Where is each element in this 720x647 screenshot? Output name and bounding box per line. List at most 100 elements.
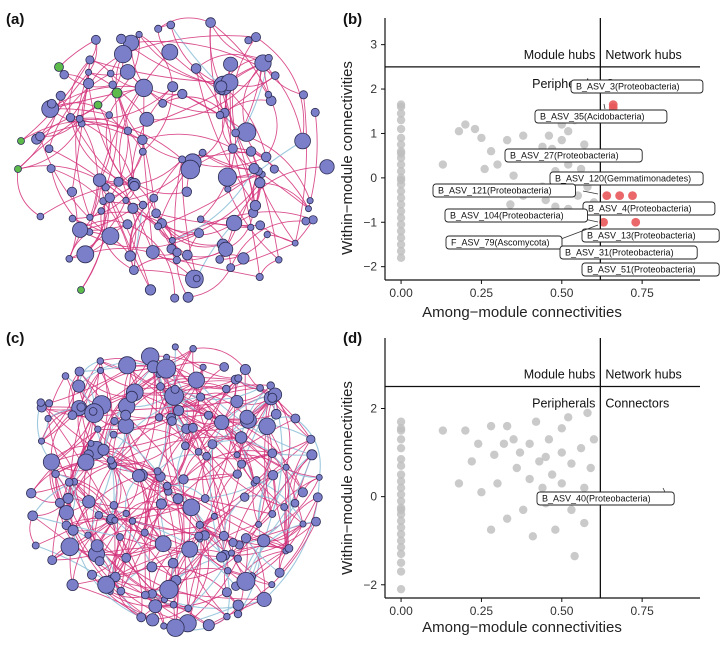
network-c-node bbox=[280, 503, 289, 511]
network-a-positive-edge bbox=[116, 34, 140, 94]
y-tick-label: 2 bbox=[370, 82, 377, 96]
network-a-node bbox=[85, 55, 95, 65]
network-a-node bbox=[301, 216, 311, 226]
network-a-node bbox=[215, 110, 225, 120]
callout-box bbox=[581, 228, 720, 243]
network-c-node bbox=[153, 467, 162, 476]
network-a-node bbox=[248, 162, 260, 174]
network-a-node bbox=[237, 252, 250, 265]
network-c-node bbox=[77, 453, 95, 471]
network-a-positive-edge bbox=[100, 210, 135, 271]
network-a-positive-edge bbox=[109, 197, 151, 291]
ticks-b: −2 −1 0 1 2 3 0.00 0.25 0.50 0.75 bbox=[363, 38, 654, 300]
network-a-positive-edge bbox=[262, 62, 304, 142]
callout-box bbox=[581, 262, 720, 277]
x-tick-label: 0.25 bbox=[470, 286, 494, 300]
network-a-node bbox=[305, 205, 312, 213]
y-tick-label: −2 bbox=[363, 578, 377, 592]
network-c-node bbox=[122, 509, 130, 518]
network-a-node bbox=[92, 173, 107, 187]
data-point bbox=[396, 213, 406, 223]
network-a-node bbox=[270, 71, 280, 80]
network-a-positive-edge bbox=[294, 94, 307, 244]
network-a-node bbox=[178, 155, 187, 164]
network-c-node bbox=[223, 612, 231, 621]
network-a-node-minor bbox=[14, 165, 22, 173]
callout-label: B_ASV_27(Proteobacteria) bbox=[504, 148, 643, 163]
network-c-node bbox=[67, 410, 78, 421]
network-c-node bbox=[284, 544, 294, 553]
callout-box bbox=[444, 208, 588, 223]
data-point bbox=[515, 448, 525, 457]
network-a-positive-edge bbox=[153, 198, 188, 256]
callout-text: B_ASV_40(Proteobacteria) bbox=[542, 494, 651, 504]
network-c-node bbox=[64, 477, 74, 487]
data-point bbox=[396, 124, 406, 134]
network-a-positive-edge bbox=[232, 63, 264, 149]
data-point bbox=[567, 505, 576, 515]
callout-text: B_ASV_3(Proteobacteria) bbox=[576, 82, 680, 92]
data-point bbox=[493, 479, 502, 488]
panel-label-b: (b) bbox=[343, 11, 362, 28]
network-c-node bbox=[96, 357, 104, 365]
network-c-negative-edge bbox=[239, 502, 296, 546]
network-c-node bbox=[299, 520, 307, 528]
network-a-node bbox=[192, 274, 201, 283]
network-a-positive-edge bbox=[130, 86, 174, 181]
network-c-node bbox=[136, 612, 147, 623]
network-c-positive-edge bbox=[177, 418, 296, 500]
data-point bbox=[564, 413, 573, 422]
callout-text: B_ASV_51(Proteobacteria) bbox=[587, 265, 696, 275]
network-a-positive-edge bbox=[79, 229, 200, 249]
x-tick-label: 0.25 bbox=[470, 604, 494, 618]
network-a-node bbox=[44, 144, 54, 154]
network-a-node bbox=[166, 20, 176, 30]
network-a-node bbox=[275, 256, 283, 264]
data-point bbox=[502, 514, 512, 523]
callout-box bbox=[504, 148, 643, 163]
network-a-node bbox=[161, 43, 179, 61]
network-c-positive-edge bbox=[271, 521, 317, 585]
network-c-positive-edge bbox=[41, 440, 75, 482]
network-a-node bbox=[65, 254, 74, 263]
network-c-positive-edge bbox=[144, 532, 146, 596]
callout-box bbox=[536, 491, 675, 506]
network-c-node bbox=[87, 439, 95, 447]
network-c-node bbox=[155, 498, 167, 510]
network-c-node bbox=[90, 539, 104, 553]
network-c-node bbox=[274, 567, 285, 578]
network-a-positive-edge bbox=[127, 90, 223, 132]
network-c-node bbox=[128, 517, 137, 525]
callout-box bbox=[534, 109, 668, 124]
network-c-negative-edge bbox=[222, 496, 246, 556]
network-c-positive-edge bbox=[55, 460, 139, 477]
network-c-node bbox=[169, 600, 178, 609]
data-point bbox=[396, 233, 406, 243]
network-c-positive-edge bbox=[88, 501, 192, 510]
network-a-positive-edge bbox=[40, 186, 106, 217]
data-point bbox=[396, 529, 406, 539]
callout-label: B_ASV_120(Gemmatimonadetes) bbox=[549, 171, 704, 186]
data-point bbox=[396, 470, 406, 479]
network-c-node bbox=[72, 379, 86, 393]
network-a-node bbox=[254, 177, 266, 189]
region-label-connectors: Connectors bbox=[605, 396, 669, 410]
network-c-node bbox=[97, 575, 116, 594]
data-point bbox=[396, 240, 406, 249]
network-c-node bbox=[54, 497, 65, 508]
network-c-node bbox=[74, 366, 85, 377]
network-c-positive-edge bbox=[138, 366, 157, 476]
network-a-node bbox=[97, 207, 105, 215]
data-point bbox=[477, 133, 486, 143]
data-point bbox=[396, 220, 406, 229]
network-a-node bbox=[170, 293, 180, 303]
network-a-positive-edge bbox=[265, 100, 278, 158]
data-point bbox=[396, 523, 406, 532]
x-axis-title-b: Among−module connectivities bbox=[422, 304, 622, 321]
data-point bbox=[396, 140, 406, 149]
data-point bbox=[580, 483, 589, 493]
network-c-positive-edge bbox=[285, 496, 318, 551]
network-a-positive-edge bbox=[75, 72, 91, 218]
data-point bbox=[499, 439, 509, 448]
data-point bbox=[396, 109, 406, 118]
